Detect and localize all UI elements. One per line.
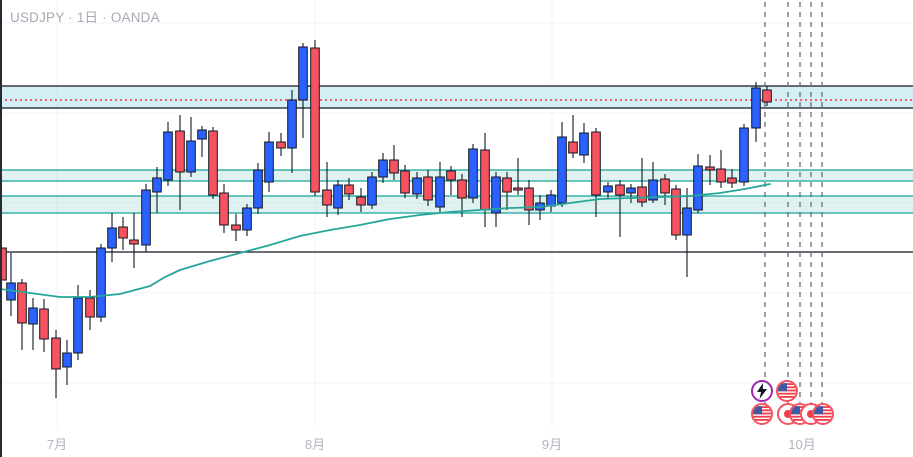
- candle-up: [264, 141, 274, 183]
- candle-up: [468, 148, 478, 199]
- candle-up: [367, 176, 377, 206]
- candle-down: [0, 247, 7, 281]
- candle-down: [446, 170, 456, 181]
- candle-up: [682, 207, 692, 236]
- moving-average-line: [0, 183, 771, 298]
- resistance-band: [0, 170, 913, 181]
- candle-down: [705, 166, 715, 171]
- candle-down: [615, 184, 625, 196]
- candle-down: [356, 196, 366, 206]
- candle-down: [591, 131, 601, 196]
- candle-up: [412, 177, 422, 195]
- candle-up: [648, 179, 658, 201]
- candle-up: [603, 185, 613, 193]
- candle-up: [197, 129, 207, 140]
- us-flag-icon[interactable]: [811, 402, 835, 426]
- pane-left-border: [0, 0, 2, 457]
- candle-down: [208, 130, 218, 196]
- candle-down: [400, 170, 410, 194]
- candle-down: [524, 187, 534, 211]
- symbol-title: USDJPY · 1日 · OANDA: [10, 10, 160, 25]
- candle-down: [310, 47, 320, 193]
- candle-down: [389, 159, 399, 174]
- us-flag-icon[interactable]: [775, 379, 799, 403]
- candle-up: [579, 132, 589, 156]
- candle-down: [51, 337, 61, 370]
- candle-up: [253, 169, 263, 209]
- candle-down: [660, 178, 670, 194]
- candle-down: [568, 141, 578, 154]
- candle-down: [344, 184, 354, 195]
- candle-down: [17, 282, 27, 324]
- candle-up: [62, 352, 72, 368]
- candle-up: [298, 46, 308, 101]
- candle-up: [693, 165, 703, 211]
- candle-down: [85, 297, 95, 318]
- us-flag-icon[interactable]: [750, 402, 774, 426]
- candle-down: [637, 186, 647, 203]
- candle-down: [219, 192, 229, 226]
- candle-down: [513, 187, 523, 191]
- candle-up: [333, 184, 343, 209]
- candle-down: [276, 141, 286, 149]
- candle-up: [378, 159, 388, 178]
- candle-up: [739, 127, 749, 183]
- candle-down: [502, 177, 512, 193]
- candle-down: [762, 89, 772, 103]
- candle-up: [186, 140, 196, 173]
- candle-down: [129, 239, 139, 245]
- candle-down: [423, 176, 433, 201]
- candle-up: [163, 131, 173, 181]
- candle-down: [39, 308, 49, 340]
- candle-up: [242, 207, 252, 231]
- candle-up: [152, 177, 162, 193]
- upper-supply-zone: [0, 86, 913, 108]
- candle-down: [322, 189, 332, 206]
- candle-up: [626, 187, 636, 194]
- candle-up: [141, 189, 151, 246]
- candle-down: [727, 177, 737, 184]
- candle-up: [491, 176, 501, 214]
- candle-down: [118, 226, 128, 239]
- candle-up: [96, 247, 106, 318]
- candle-up: [287, 99, 297, 149]
- candle-down: [716, 168, 726, 183]
- economic-event-icon[interactable]: [750, 379, 774, 403]
- candle-down: [457, 179, 467, 199]
- candle-down: [231, 224, 241, 231]
- candle-up: [435, 176, 445, 208]
- candle-up: [751, 87, 761, 129]
- candle-up: [28, 307, 38, 325]
- candle-down: [671, 188, 681, 236]
- candle-up: [107, 227, 117, 249]
- candle-down: [175, 130, 185, 173]
- candle-up: [73, 297, 83, 354]
- candle-up: [557, 136, 567, 204]
